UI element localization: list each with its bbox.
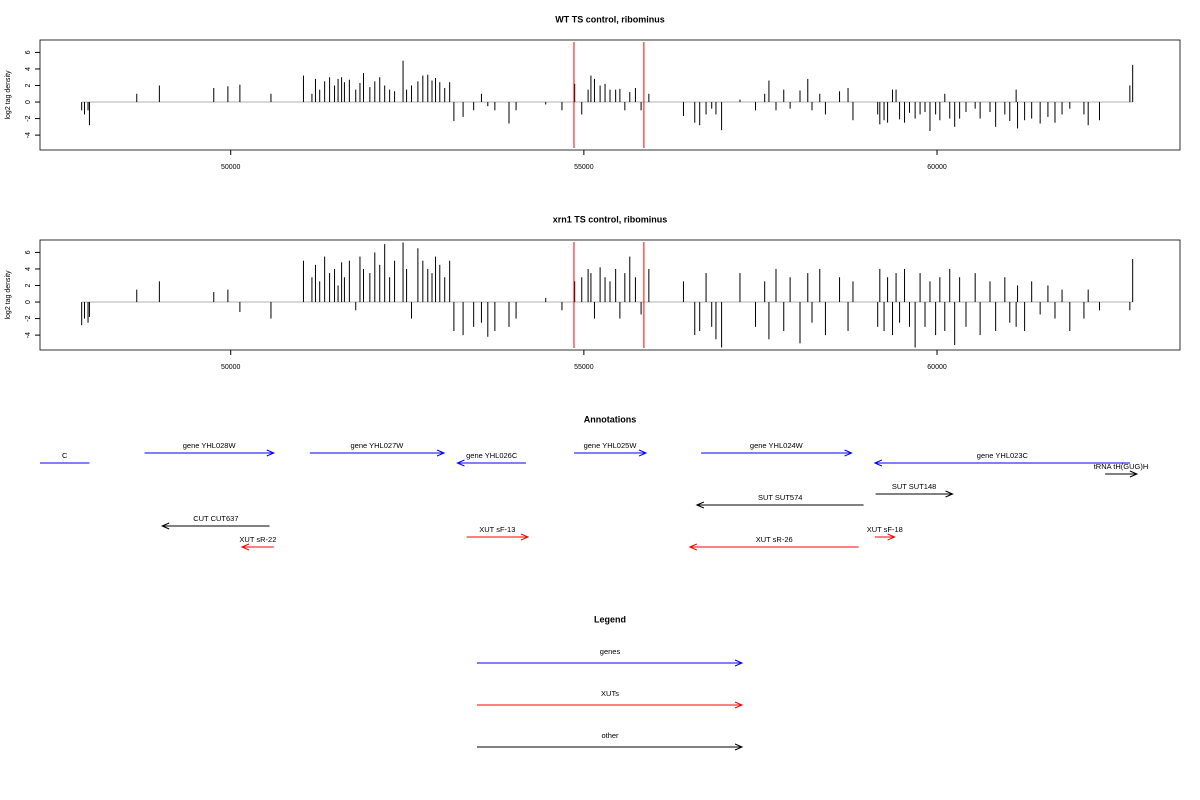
arrow-head [1129,470,1139,478]
arrow-head [456,459,465,467]
y-axis-label: log2 tag density [5,70,12,120]
y-tick-label: -2 [25,115,32,121]
feature-label: XUT sF-13 [479,525,515,534]
chart-title: xrn1 TS control, ribominus [553,214,668,224]
feature-label: XUT sF-18 [867,525,903,534]
legend-label: other [601,731,619,740]
y-tick-label: -2 [25,315,32,321]
arrow-head [695,501,705,509]
feature-label: gene YHL025W [584,441,638,450]
feature-label: tRNA tH(GUG)H [1094,462,1149,471]
arrow-head [873,459,883,467]
feature-label: SUT SUT574 [758,493,802,502]
y-tick-label: 2 [25,83,32,87]
feature-label: gene YHL028W [183,441,237,450]
x-tick-label: 60000 [927,164,947,171]
arrow-head [266,449,276,457]
y-tick-label: 2 [25,283,32,287]
legend-label: genes [600,647,621,656]
feature-label: gene YHL024W [750,441,804,450]
feature-label: gene YHL027W [351,441,405,450]
annotation-title: Annotations [584,414,637,424]
arrow-head [887,533,896,541]
y-tick-label: 0 [25,300,32,304]
feature-label: gene YHL023C [977,451,1029,460]
arrow-head [436,449,446,457]
feature-label: XUT sR-26 [756,535,793,544]
feature-label: C [62,451,68,460]
x-tick-label: 50000 [221,364,241,371]
y-tick-label: 4 [25,267,32,271]
x-tick-label: 50000 [221,164,241,171]
plot-frame [39,239,1181,351]
arrow-head [844,449,853,457]
arrow-head [734,743,744,751]
arrow-head [638,449,648,457]
feature-label: SUT SUT148 [892,482,936,491]
plot-frame [39,39,1181,151]
feature-label: gene YHL026C [466,451,518,460]
x-tick-label: 60000 [927,364,947,371]
y-tick-label: 0 [25,100,32,104]
y-tick-label: 6 [25,250,32,254]
chart-title: WT TS control, ribominus [555,14,665,24]
x-tick-label: 55000 [574,364,594,371]
arrow-head [520,533,530,541]
y-tick-label: -4 [25,132,32,138]
arrow-head [160,522,170,530]
legend-label: XUTs [601,689,619,698]
arrow-head [688,543,698,551]
arrow-head [240,543,250,551]
y-tick-label: 6 [25,50,32,54]
y-tick-label: 4 [25,67,32,71]
feature-label: XUT sR-22 [239,535,276,544]
y-tick-label: -4 [25,332,32,338]
x-tick-label: 55000 [574,164,594,171]
feature-label: CUT CUT637 [193,514,238,523]
arrow-head [19,460,26,466]
arrow-head [945,490,954,498]
y-axis-label: log2 tag density [5,270,12,320]
arrow-head [734,701,744,709]
legend-title: Legend [594,614,626,624]
arrow-head [734,659,744,667]
